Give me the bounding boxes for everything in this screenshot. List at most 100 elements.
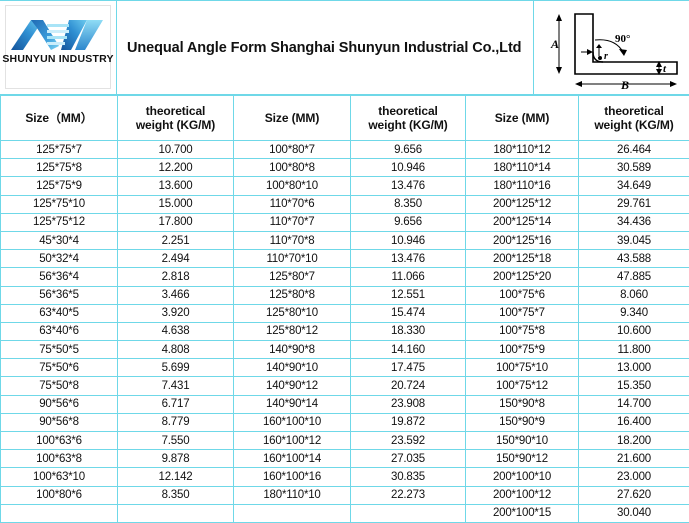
cell-weight: 10.946 bbox=[351, 231, 466, 249]
cell-size: 50*32*4 bbox=[1, 250, 118, 268]
cell-size: 100*80*10 bbox=[234, 177, 351, 195]
cell-size: 160*100*10 bbox=[234, 413, 351, 431]
cell-weight: 30.040 bbox=[579, 504, 689, 522]
header-line: theoretical bbox=[378, 104, 438, 118]
cell-weight: 43.588 bbox=[579, 250, 689, 268]
cell-size: 110*70*7 bbox=[234, 213, 351, 231]
angle-spec-table: Size（MM） theoretical weight (KG/M) Size … bbox=[0, 95, 689, 523]
cell-size: 150*90*9 bbox=[466, 413, 579, 431]
column-header-size-2: Size (MM) bbox=[234, 96, 351, 141]
cell-weight: 9.656 bbox=[351, 213, 466, 231]
cell-weight: 13.476 bbox=[351, 250, 466, 268]
cell-size: 100*63*8 bbox=[1, 450, 118, 468]
cell-size: 110*70*10 bbox=[234, 250, 351, 268]
cell-size: 140*90*10 bbox=[234, 359, 351, 377]
cell-size: 160*100*12 bbox=[234, 432, 351, 450]
cell-weight: 10.946 bbox=[351, 159, 466, 177]
table-header-row: Size（MM） theoretical weight (KG/M) Size … bbox=[1, 96, 689, 141]
diagram-cell: A B t r 90° bbox=[534, 1, 689, 94]
cell-size: 45*30*4 bbox=[1, 231, 118, 249]
column-header-size-1: Size（MM） bbox=[1, 96, 118, 141]
cell-weight: 23.000 bbox=[579, 468, 689, 486]
cell-size: 125*75*8 bbox=[1, 159, 118, 177]
cell-weight: 18.330 bbox=[351, 322, 466, 340]
cell-size: 100*80*7 bbox=[234, 141, 351, 159]
cell-weight: 9.878 bbox=[118, 450, 234, 468]
cell-size: 100*75*6 bbox=[466, 286, 579, 304]
header-line: weight (KG/M) bbox=[368, 118, 447, 132]
cell-size: 180*110*10 bbox=[234, 486, 351, 504]
company-logo: SHUNYUN INDUSTRY bbox=[5, 5, 111, 89]
cell-weight: 8.060 bbox=[579, 286, 689, 304]
cell-weight: 13.476 bbox=[351, 177, 466, 195]
cell-size: 75*50*5 bbox=[1, 341, 118, 359]
cell-weight: 30.835 bbox=[351, 468, 466, 486]
cell-size: 150*90*8 bbox=[466, 395, 579, 413]
cell-size: 160*100*14 bbox=[234, 450, 351, 468]
cell-weight: 2.251 bbox=[118, 231, 234, 249]
cell-size: 180*110*14 bbox=[466, 159, 579, 177]
cell-weight: 27.035 bbox=[351, 450, 466, 468]
cell-weight: 14.160 bbox=[351, 341, 466, 359]
cell-size: 180*110*16 bbox=[466, 177, 579, 195]
cell-size: 100*63*6 bbox=[1, 432, 118, 450]
cell-size: 125*80*10 bbox=[234, 304, 351, 322]
cell-size: 63*40*5 bbox=[1, 304, 118, 322]
header-line: theoretical bbox=[146, 104, 206, 118]
cell-weight: 47.885 bbox=[579, 268, 689, 286]
cell-weight: 2.494 bbox=[118, 250, 234, 268]
header-line: weight (KG/M) bbox=[136, 118, 215, 132]
cell-weight: 15.350 bbox=[579, 377, 689, 395]
cell-size: 90*56*6 bbox=[1, 395, 118, 413]
cell-size: 125*75*9 bbox=[1, 177, 118, 195]
cell-weight: 11.800 bbox=[579, 341, 689, 359]
cell-size bbox=[1, 504, 118, 522]
cell-size: 110*70*6 bbox=[234, 195, 351, 213]
cell-size: 110*70*8 bbox=[234, 231, 351, 249]
cell-size: 125*75*10 bbox=[1, 195, 118, 213]
diagram-label-A: A bbox=[550, 37, 559, 51]
cell-size: 140*90*8 bbox=[234, 341, 351, 359]
cell-size: 125*80*8 bbox=[234, 286, 351, 304]
cell-weight: 4.808 bbox=[118, 341, 234, 359]
header-line: Size (MM) bbox=[495, 111, 549, 125]
cell-size: 200*100*12 bbox=[466, 486, 579, 504]
header-line: Size (MM) bbox=[265, 111, 319, 125]
header-line: weight (KG/M) bbox=[594, 118, 673, 132]
cell-weight: 20.724 bbox=[351, 377, 466, 395]
cell-weight: 3.920 bbox=[118, 304, 234, 322]
header-line: Size（MM） bbox=[25, 111, 92, 125]
logo-wordmark: SHUNYUN INDUSTRY bbox=[2, 53, 113, 65]
cell-weight: 17.800 bbox=[118, 213, 234, 231]
cell-weight: 15.000 bbox=[118, 195, 234, 213]
cell-weight: 15.474 bbox=[351, 304, 466, 322]
column-header-weight-1: theoretical weight (KG/M) bbox=[118, 96, 234, 141]
cell-size: 100*75*7 bbox=[466, 304, 579, 322]
cell-weight: 26.464 bbox=[579, 141, 689, 159]
cell-size: 140*90*12 bbox=[234, 377, 351, 395]
logo-cell: SHUNYUN INDUSTRY bbox=[0, 1, 117, 94]
cell-weight: 7.431 bbox=[118, 377, 234, 395]
cell-size: 63*40*6 bbox=[1, 322, 118, 340]
cell-size: 100*75*8 bbox=[466, 322, 579, 340]
cell-weight: 10.700 bbox=[118, 141, 234, 159]
